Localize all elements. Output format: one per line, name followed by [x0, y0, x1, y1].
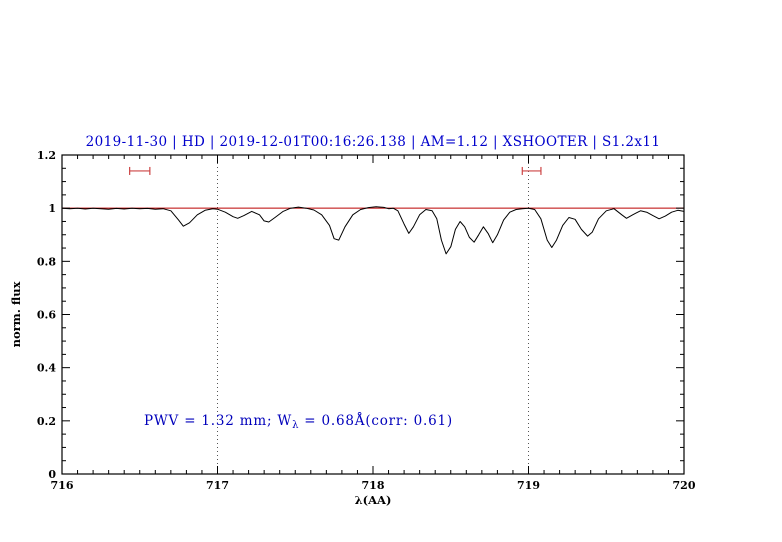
y-tick-label: 0.4	[37, 362, 56, 375]
pwv-annotation-subscript: λ	[292, 420, 300, 431]
pwv-annotation-prefix: PWV = 1.32 mm; W	[144, 413, 293, 429]
x-axis-label: λ(AA)	[355, 493, 392, 507]
x-tick-label: 716	[51, 479, 74, 492]
y-tick-label: 0.8	[37, 255, 56, 268]
y-tick-label: 0	[48, 468, 56, 481]
y-tick-label: 1.2	[37, 149, 56, 162]
x-tick-label: 720	[673, 479, 696, 492]
x-tick-label: 717	[206, 479, 229, 492]
y-tick-label: 0.2	[37, 415, 56, 428]
y-axis-label: norm. flux	[9, 281, 23, 347]
y-tick-label: 0.6	[37, 309, 56, 322]
spectrum-line	[61, 206, 685, 255]
plot-title: 2019-11-30 | HD | 2019-12-01T00:16:26.13…	[85, 134, 661, 150]
x-tick-label: 719	[517, 479, 540, 492]
x-tick-label: 718	[362, 479, 385, 492]
y-tick-label: 1	[48, 202, 56, 215]
pwv-annotation: PWV = 1.32 mm; Wλ = 0.68Å(corr: 0.61)	[144, 413, 453, 431]
pwv-annotation-suffix: = 0.68Å(corr: 0.61)	[299, 413, 453, 429]
